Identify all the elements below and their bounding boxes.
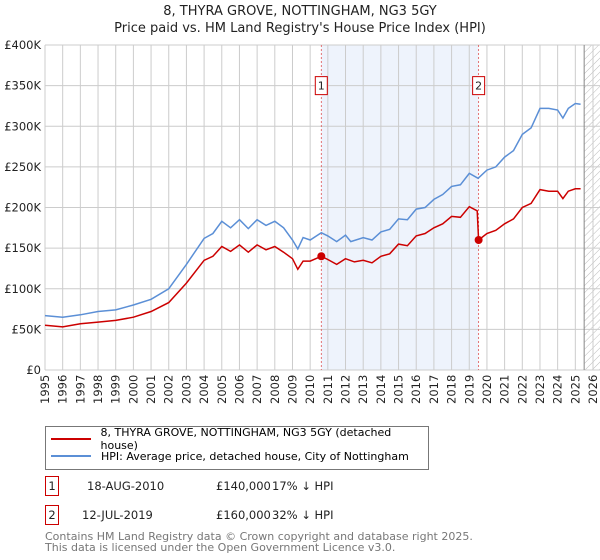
x-tick-label: 2004 [197,375,211,404]
y-tick-label: £50K [12,322,42,336]
x-tick-label: 1998 [91,375,105,404]
transaction-date: 18-AUG-2010 [87,479,165,493]
transaction-hpi-diff: 17% ↓ HPI [272,479,334,493]
transaction-price: £140,000 [216,479,271,493]
x-tick-label: 2011 [321,375,335,404]
x-tick-label: 2013 [356,375,370,404]
x-tick-label: 2020 [480,375,494,404]
x-tick-label: 2005 [215,375,229,404]
marker-badge: 1 [45,476,59,496]
x-tick-label: 2009 [285,375,299,404]
legend-red-line [51,438,91,440]
x-tick-label: 2008 [268,375,282,404]
x-tick-label: 2025 [568,375,582,404]
x-tick-label: 1997 [73,375,87,404]
x-tick-label: 2017 [427,375,441,404]
x-tick-label: 2019 [462,375,476,404]
x-tick-label: 2002 [162,375,176,404]
marker-badge: 2 [45,505,59,525]
legend-red-label: 8, THYRA GROVE, NOTTINGHAM, NG3 5GY (det… [100,426,392,452]
sale-label-box [314,76,328,96]
y-tick-label: £0 [26,363,41,377]
x-tick-label: 2026 [586,375,600,404]
legend-blue-line [51,455,91,457]
y-tick-label: £100K [4,282,41,296]
x-tick-label: 1996 [56,375,70,404]
x-tick-label: 2001 [144,375,158,404]
y-tick-label: £250K [4,160,41,174]
chart-title: 8, THYRA GROVE, NOTTINGHAM, NG3 5GY [163,4,437,19]
x-tick-label: 2021 [498,375,512,404]
x-tick-label: 1995 [38,375,52,404]
y-tick-label: £300K [4,119,41,133]
x-tick-label: 1999 [109,375,123,404]
x-tick-label: 2012 [339,375,353,404]
price-paid-series-line [44,188,581,328]
legend-blue-label: HPI: Average price, detached house, City… [101,449,409,463]
sale-label: 1 [318,80,325,93]
y-tick-label: £200K [4,201,41,215]
x-tick-label: 2006 [232,375,246,404]
sale-label: 2 [475,80,482,93]
transaction-date: 12-JUL-2019 [82,508,153,522]
x-tick-label: 2010 [303,375,317,404]
legend: 8, THYRA GROVE, NOTTINGHAM, NG3 5GY (det… [45,426,429,470]
x-tick-label: 2015 [392,375,406,404]
sale-point [474,236,483,244]
transaction-hpi-diff: 32% ↓ HPI [272,508,334,522]
footer-line: Contains HM Land Registry data © Crown c… [45,530,473,543]
x-tick-label: 2014 [374,375,388,404]
x-tick-label: 2000 [126,375,140,404]
sale-label-box [472,76,486,96]
y-tick-label: £350K [4,79,41,93]
x-tick-label: 2024 [551,375,565,404]
x-tick-label: 2007 [250,375,264,404]
x-tick-label: 2003 [179,375,193,404]
footer-line: This data is licensed under the Open Gov… [45,541,396,554]
x-tick-label: 2023 [533,375,547,404]
x-tick-label: 2022 [515,375,529,404]
chart-subtitle: Price paid vs. HM Land Registry's House … [114,21,486,36]
y-tick-label: £150K [4,241,41,255]
footer: Contains HM Land Registry data © Crown c… [45,531,473,553]
price-chart: 1995 1996 1997 1998 1999 2000 2001 2002 2003 2004… [4,38,600,404]
sale-point [317,252,326,261]
transaction-price: £160,000 [216,508,271,522]
hpi-series-line [44,102,581,318]
y-tick-label: £400K [4,38,41,52]
x-tick-label: 2018 [445,375,459,404]
x-tick-label: 2016 [409,375,423,404]
